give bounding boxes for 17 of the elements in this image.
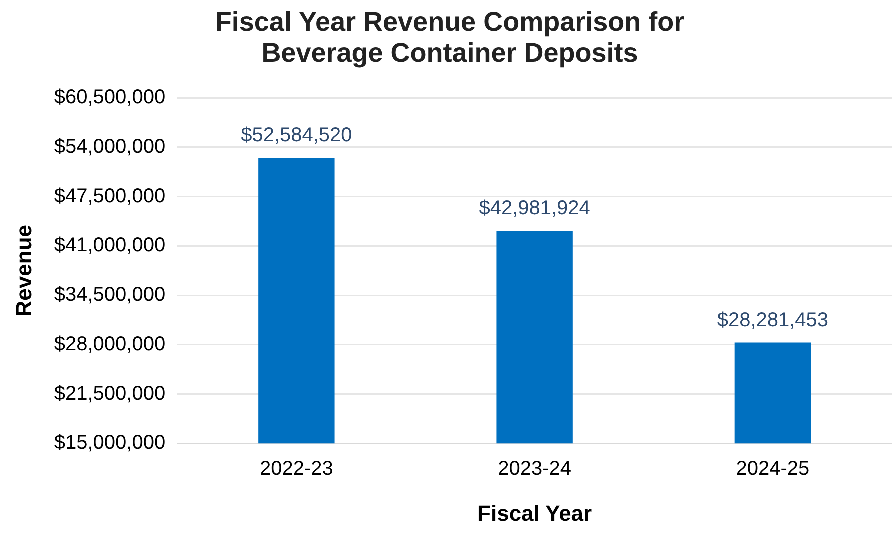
y-tick-label: $54,000,000 — [54, 136, 166, 158]
data-label: $28,281,453 — [717, 309, 829, 332]
x-tick-label: 2022-23 — [260, 458, 334, 480]
x-axis-title: Fiscal Year — [478, 500, 593, 526]
x-tick-label: 2024-25 — [736, 458, 810, 480]
data-label: $42,981,924 — [479, 198, 590, 220]
y-axis-title: Revenue — [11, 224, 36, 317]
data-label: $52,584,520 — [241, 124, 352, 147]
y-tick-label: $21,500,000 — [54, 382, 166, 405]
y-tick-label: $34,500,000 — [54, 284, 166, 306]
y-tick-label: $15,000,000 — [54, 432, 166, 454]
y-tick-label: $28,000,000 — [54, 333, 166, 356]
y-tick-label: $60,500,000 — [54, 86, 166, 109]
y-tick-label: $47,500,000 — [54, 185, 166, 208]
x-tick-label: 2023-24 — [498, 458, 572, 480]
chart-title: Fiscal Year Revenue Comparison for Beverage Container Deposits — [215, 6, 686, 68]
y-tick-label: $41,000,000 — [54, 234, 166, 257]
